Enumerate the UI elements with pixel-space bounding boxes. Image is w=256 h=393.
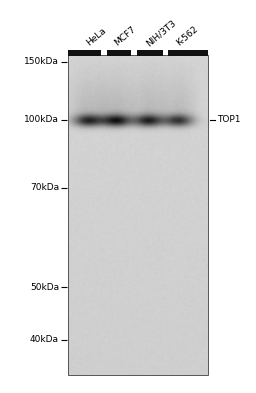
Bar [68, 50, 101, 56]
Text: 70kDa: 70kDa [30, 184, 59, 193]
Text: TOP1: TOP1 [217, 116, 240, 125]
Bar [107, 50, 131, 56]
Text: K-562: K-562 [174, 25, 199, 48]
Text: 40kDa: 40kDa [30, 336, 59, 345]
Text: 150kDa: 150kDa [24, 57, 59, 66]
Text: 50kDa: 50kDa [30, 283, 59, 292]
Bar [68, 55, 208, 375]
Text: MCF7: MCF7 [112, 25, 137, 48]
Text: 100kDa: 100kDa [24, 116, 59, 125]
Bar [168, 50, 208, 56]
Text: HeLa: HeLa [84, 26, 108, 48]
Bar [137, 50, 163, 56]
Text: NIH/3T3: NIH/3T3 [144, 18, 178, 48]
